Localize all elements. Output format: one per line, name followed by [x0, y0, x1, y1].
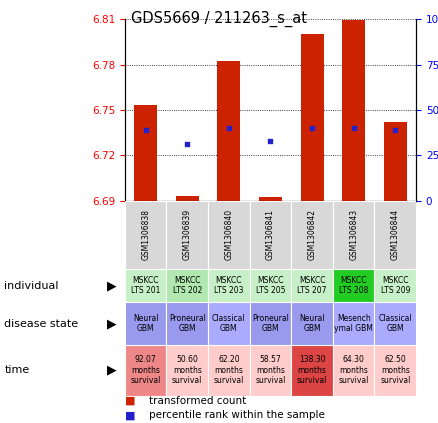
- Text: MSKCC
LTS 205: MSKCC LTS 205: [256, 276, 285, 295]
- Text: Mesench
ymal GBM: Mesench ymal GBM: [334, 314, 373, 333]
- Text: Classical
GBM: Classical GBM: [212, 314, 246, 333]
- Bar: [333, 302, 374, 345]
- Text: 58.57
months
survival: 58.57 months survival: [255, 355, 286, 385]
- Bar: [374, 201, 416, 269]
- Point: [392, 126, 399, 133]
- Text: 138.30
months
survival: 138.30 months survival: [297, 355, 327, 385]
- Point: [184, 140, 191, 147]
- Bar: [291, 201, 333, 269]
- Bar: [176, 196, 199, 201]
- Point: [308, 125, 315, 132]
- Text: 62.20
months
survival: 62.20 months survival: [214, 355, 244, 385]
- Bar: [166, 201, 208, 269]
- Bar: [259, 197, 282, 201]
- Text: MSKCC
LTS 201: MSKCC LTS 201: [131, 276, 160, 295]
- Bar: [291, 269, 333, 302]
- Text: ▶: ▶: [107, 279, 117, 292]
- Bar: [250, 345, 291, 396]
- Text: transformed count: transformed count: [149, 396, 246, 406]
- Text: time: time: [4, 365, 30, 375]
- Bar: [208, 201, 250, 269]
- Bar: [250, 269, 291, 302]
- Text: Neural
GBM: Neural GBM: [133, 314, 159, 333]
- Text: disease state: disease state: [4, 319, 78, 329]
- Bar: [342, 20, 365, 201]
- Text: 50.60
months
survival: 50.60 months survival: [172, 355, 202, 385]
- Text: MSKCC
LTS 202: MSKCC LTS 202: [173, 276, 202, 295]
- Bar: [250, 201, 291, 269]
- Text: percentile rank within the sample: percentile rank within the sample: [149, 410, 325, 420]
- Bar: [125, 302, 166, 345]
- Bar: [333, 269, 374, 302]
- Text: GSM1306844: GSM1306844: [391, 209, 400, 260]
- Text: Proneural
GBM: Proneural GBM: [169, 314, 206, 333]
- Bar: [291, 345, 333, 396]
- Bar: [208, 345, 250, 396]
- Text: ▶: ▶: [107, 364, 117, 376]
- Text: MSKCC
LTS 209: MSKCC LTS 209: [381, 276, 410, 295]
- Text: 62.50
months
survival: 62.50 months survival: [380, 355, 410, 385]
- Text: GSM1306842: GSM1306842: [307, 209, 317, 260]
- Bar: [166, 269, 208, 302]
- Bar: [384, 122, 407, 201]
- Text: 92.07
months
survival: 92.07 months survival: [131, 355, 161, 385]
- Bar: [217, 61, 240, 201]
- Bar: [374, 345, 416, 396]
- Text: individual: individual: [4, 280, 59, 291]
- Bar: [125, 269, 166, 302]
- Text: GSM1306838: GSM1306838: [141, 209, 150, 260]
- Point: [142, 126, 149, 133]
- Text: ▶: ▶: [107, 317, 117, 330]
- Bar: [333, 201, 374, 269]
- Bar: [374, 269, 416, 302]
- Bar: [250, 302, 291, 345]
- Text: GDS5669 / 211263_s_at: GDS5669 / 211263_s_at: [131, 11, 307, 27]
- Bar: [291, 302, 333, 345]
- Point: [225, 125, 232, 132]
- Bar: [208, 302, 250, 345]
- Text: Proneural
GBM: Proneural GBM: [252, 314, 289, 333]
- Bar: [125, 201, 166, 269]
- Text: GSM1306839: GSM1306839: [183, 209, 192, 260]
- Text: 64.30
months
survival: 64.30 months survival: [339, 355, 369, 385]
- Bar: [125, 345, 166, 396]
- Text: Classical
GBM: Classical GBM: [378, 314, 412, 333]
- Bar: [333, 345, 374, 396]
- Text: MSKCC
LTS 208: MSKCC LTS 208: [339, 276, 368, 295]
- Text: GSM1306841: GSM1306841: [266, 209, 275, 260]
- Bar: [134, 104, 157, 201]
- Text: MSKCC
LTS 207: MSKCC LTS 207: [297, 276, 327, 295]
- Text: ■: ■: [125, 396, 139, 406]
- Text: MSKCC
LTS 203: MSKCC LTS 203: [214, 276, 244, 295]
- Bar: [374, 302, 416, 345]
- Text: GSM1306840: GSM1306840: [224, 209, 233, 260]
- Point: [350, 125, 357, 132]
- Text: GSM1306843: GSM1306843: [349, 209, 358, 260]
- Bar: [300, 34, 324, 201]
- Text: Neural
GBM: Neural GBM: [299, 314, 325, 333]
- Point: [267, 137, 274, 144]
- Bar: [166, 345, 208, 396]
- Text: ■: ■: [125, 410, 139, 420]
- Bar: [166, 302, 208, 345]
- Bar: [208, 269, 250, 302]
